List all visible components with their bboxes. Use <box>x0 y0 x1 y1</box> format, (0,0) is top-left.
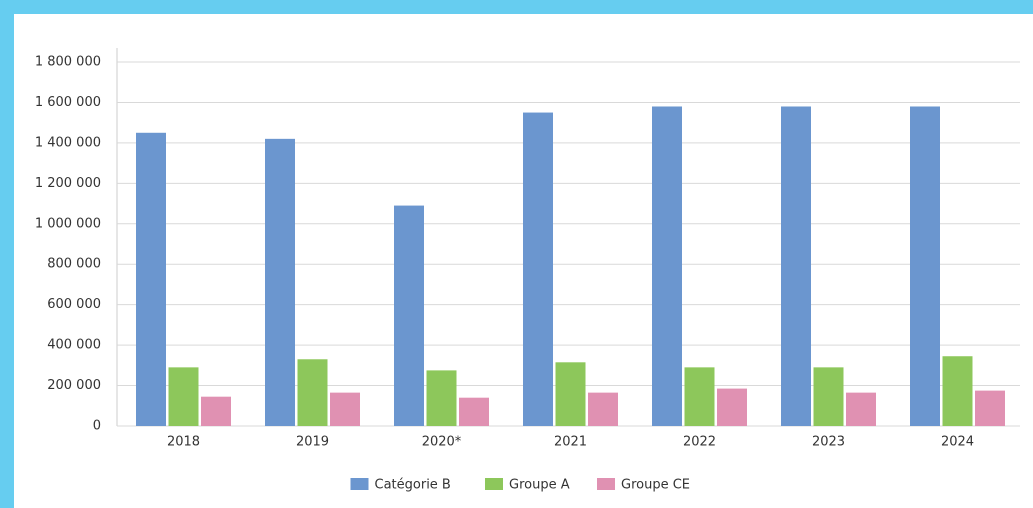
bar <box>781 106 811 426</box>
bar <box>201 396 231 426</box>
bar <box>813 367 844 426</box>
bar <box>136 132 166 426</box>
legend-label: Catégorie B <box>375 478 451 493</box>
y-tick-label: 800 000 <box>47 257 101 272</box>
y-tick-label: 400 000 <box>47 338 101 353</box>
legend-swatch <box>350 478 369 490</box>
y-tick-label: 600 000 <box>47 297 101 312</box>
bar <box>846 392 876 426</box>
bar <box>684 367 715 426</box>
x-tick-label: 2018 <box>167 435 200 450</box>
chart: 0 200 000 400 000 600 000 800 000 1 000 000 1 … <box>14 14 1033 508</box>
x-tick-label: 2021 <box>554 435 587 450</box>
y-tick-label: 1 600 000 <box>35 95 101 110</box>
x-tick-label: 2020* <box>422 435 462 450</box>
bar <box>975 390 1005 426</box>
bar <box>717 388 747 426</box>
x-tick-label: 2024 <box>941 435 974 450</box>
bar <box>265 138 295 426</box>
x-tick-label: 2023 <box>812 435 845 450</box>
bar <box>555 362 586 426</box>
legend-label: Groupe CE <box>621 478 690 493</box>
legend-swatch <box>597 478 615 490</box>
y-tick-label: 200 000 <box>47 378 101 393</box>
bar <box>459 397 489 426</box>
bar <box>652 106 682 426</box>
bar <box>942 356 973 426</box>
bar <box>426 370 457 426</box>
x-tick-label: 2019 <box>296 435 329 450</box>
legend-label: Groupe A <box>509 478 570 493</box>
bar <box>168 367 199 426</box>
bar <box>910 106 940 426</box>
bar <box>523 112 553 427</box>
bar <box>297 359 328 426</box>
y-tick-label: 1 800 000 <box>35 55 101 70</box>
bar <box>394 205 424 426</box>
x-tick-label: 2022 <box>683 435 716 450</box>
y-tick-label: 1 000 000 <box>35 216 101 231</box>
bar <box>330 392 360 426</box>
y-tick-label: 0 <box>93 419 101 434</box>
y-tick-label: 1 400 000 <box>35 135 101 150</box>
bar <box>588 392 618 426</box>
legend-swatch <box>485 478 503 490</box>
y-tick-label: 1 200 000 <box>35 176 101 191</box>
